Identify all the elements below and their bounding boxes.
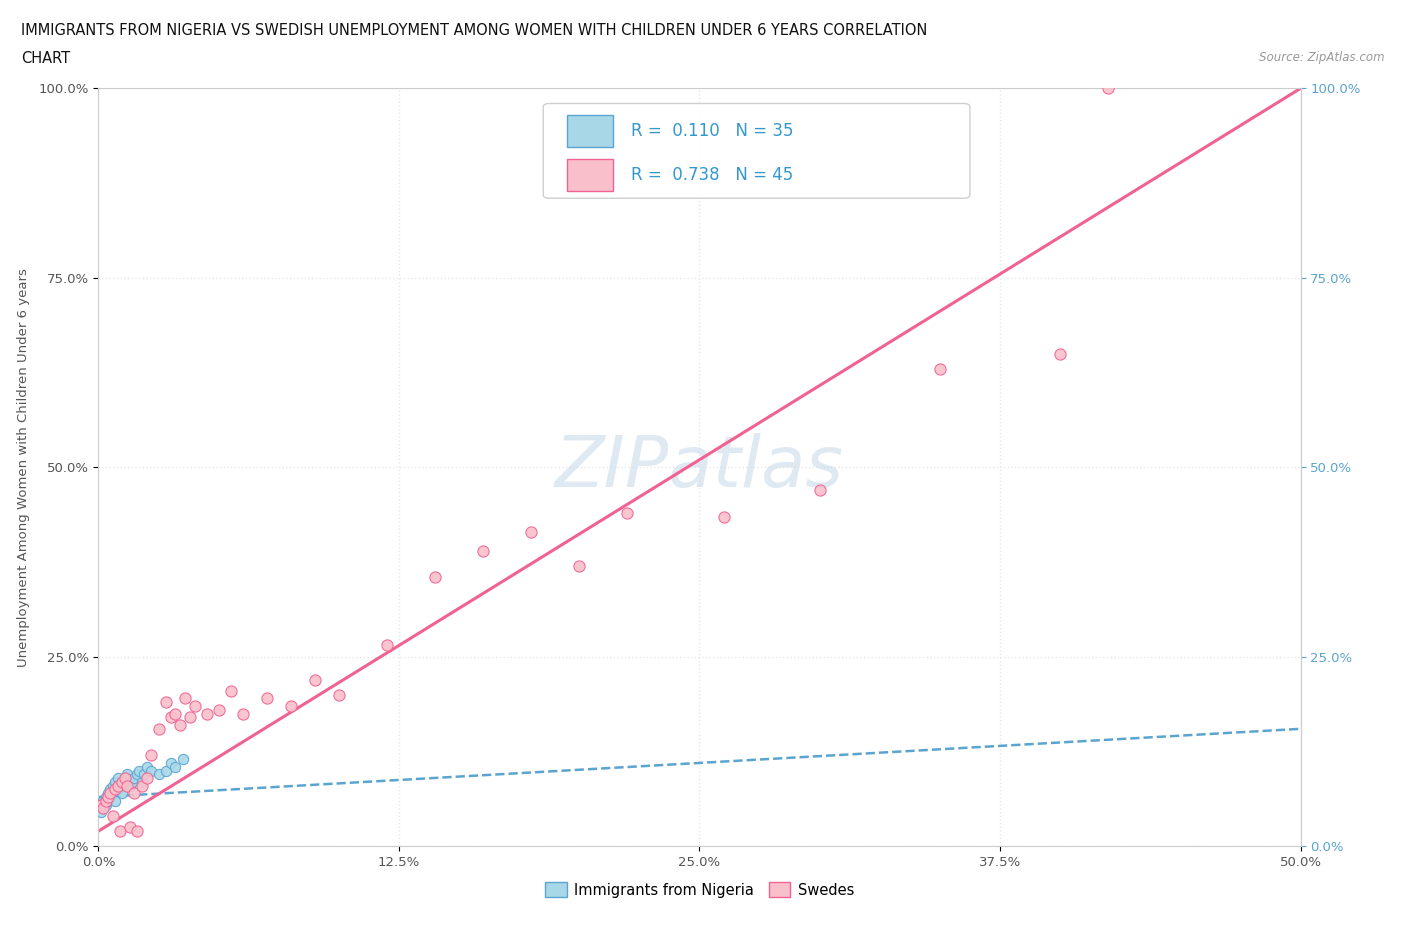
Point <box>124 771 146 786</box>
Point <box>91 801 114 816</box>
Point <box>100 786 122 801</box>
Y-axis label: Unemployment Among Women with Children Under 6 years: Unemployment Among Women with Children U… <box>17 268 30 667</box>
Point <box>111 775 134 790</box>
Point <box>111 786 134 801</box>
Text: IMMIGRANTS FROM NIGERIA VS SWEDISH UNEMPLOYMENT AMONG WOMEN WITH CHILDREN UNDER : IMMIGRANTS FROM NIGERIA VS SWEDISH UNEMP… <box>21 23 928 38</box>
Point <box>94 790 117 804</box>
Point <box>280 698 302 713</box>
Point <box>165 706 187 721</box>
Point <box>94 797 117 812</box>
Point <box>928 362 950 377</box>
Point <box>179 710 201 724</box>
Point <box>101 778 124 793</box>
Point <box>141 748 163 763</box>
Text: R =  0.738   N = 45: R = 0.738 N = 45 <box>631 166 793 184</box>
Point <box>107 778 129 793</box>
Point <box>124 786 146 801</box>
Point <box>472 543 495 558</box>
Point <box>256 691 278 706</box>
Point <box>107 782 129 797</box>
FancyBboxPatch shape <box>567 159 613 191</box>
FancyBboxPatch shape <box>567 115 613 147</box>
Point <box>155 695 177 710</box>
Point <box>131 775 153 790</box>
Text: R =  0.110   N = 35: R = 0.110 N = 35 <box>631 122 793 140</box>
Point <box>114 771 136 786</box>
Point <box>616 505 638 520</box>
Point <box>104 793 127 808</box>
Point <box>118 778 141 793</box>
Point <box>195 706 218 721</box>
Point <box>172 751 194 766</box>
Point <box>117 778 139 793</box>
Point <box>101 808 124 823</box>
Point <box>128 763 150 777</box>
Point <box>169 718 191 733</box>
Point <box>208 702 231 717</box>
Point <box>568 558 591 573</box>
Point <box>1049 346 1071 361</box>
Point <box>91 793 114 808</box>
Point <box>520 525 543 539</box>
Text: ZIPatlas: ZIPatlas <box>555 432 844 502</box>
FancyBboxPatch shape <box>543 103 970 198</box>
Legend: Immigrants from Nigeria, Swedes: Immigrants from Nigeria, Swedes <box>538 876 860 903</box>
Point <box>165 759 187 774</box>
Point <box>219 684 242 698</box>
Point <box>375 638 398 653</box>
Point <box>114 771 136 786</box>
Point <box>125 767 148 782</box>
Point <box>155 763 177 777</box>
Point <box>148 722 170 737</box>
Point <box>104 775 127 790</box>
Point <box>131 778 153 793</box>
Point <box>808 483 831 498</box>
Point <box>232 706 254 721</box>
Point <box>328 687 350 702</box>
Point <box>117 767 139 782</box>
Point <box>159 755 181 770</box>
Point <box>183 698 205 713</box>
Point <box>101 786 124 801</box>
Point <box>100 782 122 797</box>
Point <box>104 782 127 797</box>
Point <box>97 786 120 801</box>
Point <box>1097 81 1119 96</box>
Point <box>107 771 129 786</box>
Point <box>108 778 131 793</box>
Point <box>141 763 163 777</box>
Point <box>159 710 181 724</box>
Point <box>713 509 735 524</box>
Point <box>108 824 131 839</box>
Point <box>174 691 197 706</box>
Point <box>118 820 141 835</box>
Point <box>90 797 112 812</box>
Text: Source: ZipAtlas.com: Source: ZipAtlas.com <box>1260 51 1385 64</box>
Point <box>125 824 148 839</box>
Point <box>97 793 120 808</box>
Point <box>90 797 112 812</box>
Point <box>423 570 446 585</box>
Point <box>135 771 157 786</box>
Point <box>148 767 170 782</box>
Point <box>100 790 122 804</box>
Point <box>90 804 112 819</box>
Point <box>97 790 120 804</box>
Point <box>94 793 117 808</box>
Point <box>304 672 326 687</box>
Text: CHART: CHART <box>21 51 70 66</box>
Point <box>111 775 134 790</box>
Point <box>91 801 114 816</box>
Point <box>135 759 157 774</box>
Point <box>121 775 143 790</box>
Point <box>132 767 155 782</box>
